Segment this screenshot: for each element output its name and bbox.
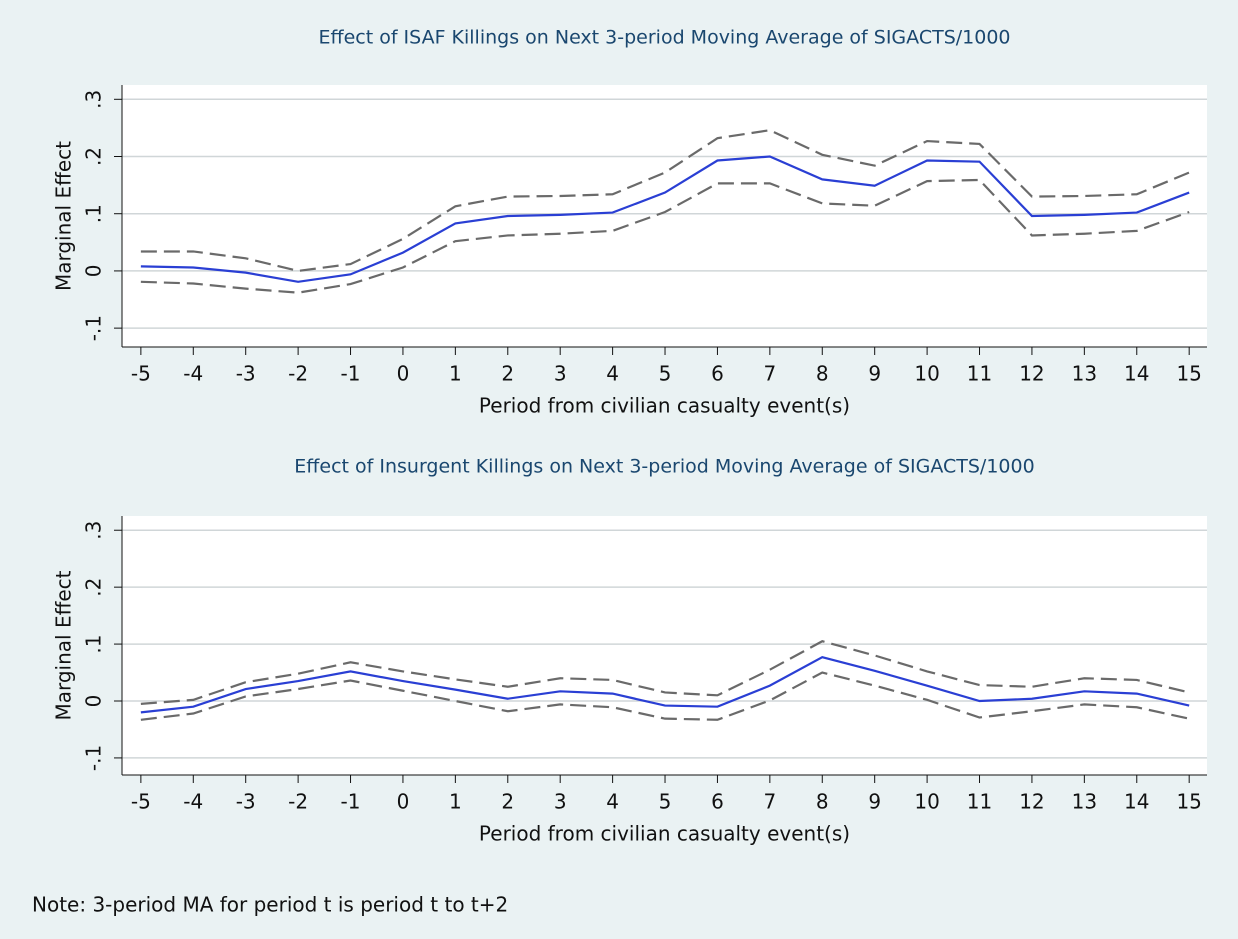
plot-area (122, 516, 1207, 775)
y-tick-label: -.1 (82, 315, 106, 341)
x-tick-label: -4 (183, 362, 203, 386)
y-tick-label: 0 (82, 695, 106, 708)
x-tick-label: 6 (711, 362, 724, 386)
x-tick-label: -5 (131, 790, 151, 814)
y-tick-label: .3 (82, 521, 106, 540)
x-tick-label: 1 (449, 790, 462, 814)
plot-area (122, 85, 1207, 347)
y-tick-label: .2 (82, 578, 106, 597)
x-tick-label: -1 (341, 790, 361, 814)
x-tick-label: 5 (659, 362, 672, 386)
x-tick-label: 12 (1019, 790, 1044, 814)
x-tick-label: 9 (868, 790, 881, 814)
x-tick-label: 14 (1124, 790, 1149, 814)
x-tick-label: 15 (1176, 362, 1201, 386)
x-tick-label: 8 (816, 362, 829, 386)
x-tick-label: 13 (1072, 790, 1097, 814)
x-tick-label: 4 (606, 790, 619, 814)
x-tick-label: -4 (183, 790, 203, 814)
chart-title: Effect of Insurgent Killings on Next 3-p… (294, 456, 1034, 478)
note: Note: 3-period MA for period t is period… (32, 893, 508, 917)
x-tick-label: 12 (1019, 362, 1044, 386)
x-tick-label: 2 (501, 362, 514, 386)
y-tick-label: -.1 (82, 745, 106, 771)
x-tick-label: 0 (397, 362, 410, 386)
x-tick-label: 11 (967, 362, 992, 386)
x-tick-label: 6 (711, 790, 724, 814)
x-tick-label: 3 (554, 362, 567, 386)
x-tick-label: 14 (1124, 362, 1149, 386)
x-tick-label: 3 (554, 790, 567, 814)
y-tick-label: .1 (82, 204, 106, 223)
y-tick-label: .3 (82, 90, 106, 109)
x-tick-label: 7 (763, 790, 776, 814)
x-tick-label: 10 (914, 362, 939, 386)
x-tick-label: -3 (236, 362, 256, 386)
x-tick-label: 8 (816, 790, 829, 814)
x-tick-label: 4 (606, 362, 619, 386)
x-tick-label: 2 (501, 790, 514, 814)
x-tick-label: 7 (763, 362, 776, 386)
x-axis-label: Period from civilian casualty event(s) (479, 394, 850, 418)
x-tick-label: 1 (449, 362, 462, 386)
y-axis-label: Marginal Effect (52, 141, 76, 291)
y-tick-label: .1 (82, 635, 106, 654)
estimate-line (140, 155, 1190, 283)
y-axis-label: Marginal Effect (52, 570, 76, 720)
ci-line (140, 671, 1190, 721)
x-tick-label: -2 (288, 362, 308, 386)
ci-line (140, 129, 1190, 273)
x-tick-label: -2 (288, 790, 308, 814)
x-tick-label: 13 (1072, 362, 1097, 386)
x-tick-label: 15 (1176, 790, 1201, 814)
x-tick-label: -3 (236, 790, 256, 814)
y-tick-label: .2 (82, 147, 106, 166)
ci-line (140, 178, 1190, 294)
estimate-line (140, 655, 1190, 714)
chart-title: Effect of ISAF Killings on Next 3-period… (318, 27, 1010, 49)
x-tick-label: 10 (914, 790, 939, 814)
x-tick-label: 0 (397, 790, 410, 814)
x-tick-label: 5 (659, 790, 672, 814)
x-tick-label: 9 (868, 362, 881, 386)
x-axis-label: Period from civilian casualty event(s) (479, 822, 850, 846)
x-tick-label: -1 (341, 362, 361, 386)
ci-line (140, 640, 1190, 705)
x-tick-label: 11 (967, 790, 992, 814)
x-tick-label: -5 (131, 362, 151, 386)
y-tick-label: 0 (82, 265, 106, 278)
